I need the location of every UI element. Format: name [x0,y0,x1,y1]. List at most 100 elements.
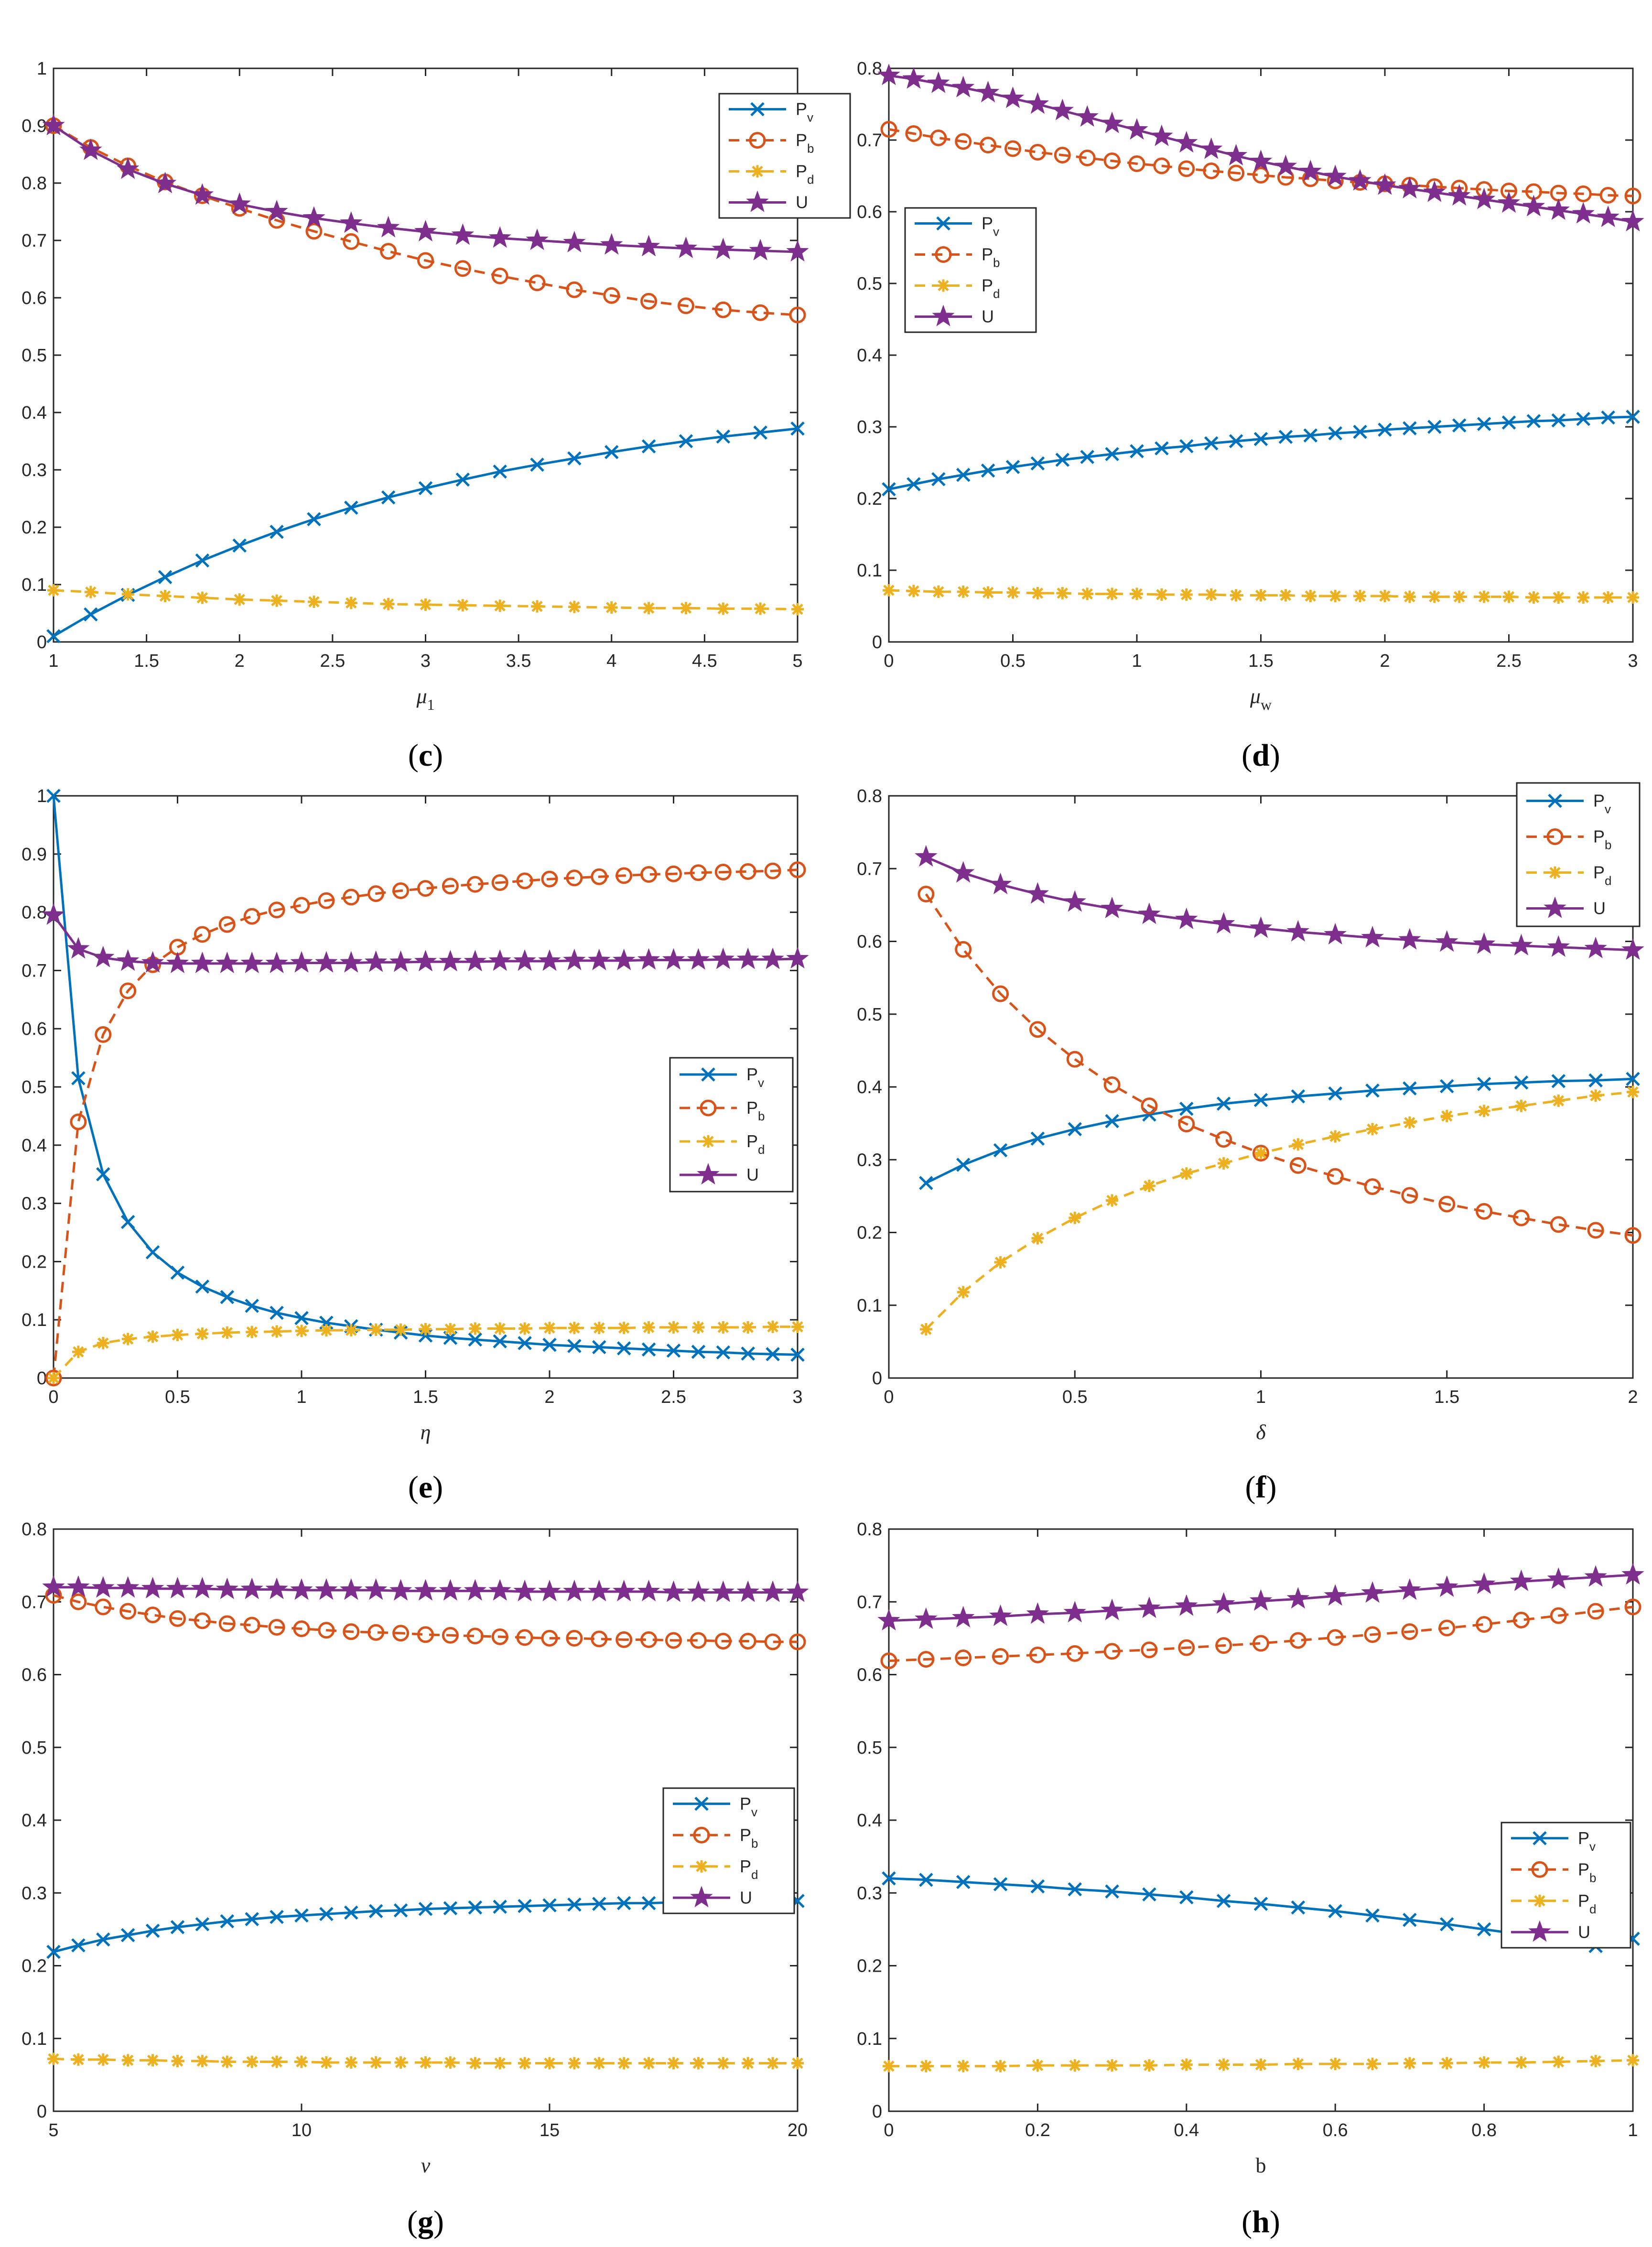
data-point-Pb [454,260,471,277]
data-point-Pd [1031,2059,1044,2072]
panel-h: (h) 0 0.2 0.4 0.6 0.8 1 0 0.1 0.2 0.3 0.4 0.5 0.6 0.7 0… [857,1520,1644,2239]
data-point-U [265,1577,288,1599]
y-tick-label: 0.1 [857,1296,882,1316]
data-point-U [1101,1598,1123,1620]
plot-area [888,1528,1634,2112]
data-point-Pv [1365,1908,1380,1923]
y-tick-label: 0.7 [857,859,882,879]
data-point-Pd [419,598,432,611]
data-point-Pv [1105,1884,1119,1899]
data-point-Pv [1328,1904,1342,1919]
legend-marker-Pv [1548,793,1562,808]
y-tick-label: 0.5 [857,274,882,294]
data-point-U [166,1576,189,1598]
legend-box [904,207,1037,333]
data-point-U [588,948,611,970]
data-point-Pd [543,1322,556,1335]
data-point-Pd [667,2057,680,2070]
data-point-Pb [144,1607,162,1624]
data-point-Pb [640,1631,658,1648]
data-point-Pv [245,1299,259,1313]
y-tick-label: 0.3 [857,1150,882,1170]
data-point-U [952,861,975,883]
y-tick-label: 0.7 [22,231,47,251]
x-tick-label: 1 [48,651,58,671]
data-point-U [1510,934,1533,955]
data-point-Pb [417,252,434,269]
data-point-U [191,951,214,973]
x-axis-label: η [421,1421,431,1444]
data-point-Pd [605,601,618,614]
data-point-Pd [1329,1130,1342,1143]
y-tick-label: 0.9 [22,116,47,136]
data-point-Pb [1141,1641,1158,1659]
data-point-U [228,192,251,214]
data-point-U [414,220,437,242]
data-point-U [340,951,363,973]
data-point-Pd [1552,1094,1565,1107]
data-point-Pv [468,1332,483,1347]
data-point-Pb [1327,1629,1344,1646]
data-point-U [1138,1596,1161,1618]
data-point-Pv [1278,430,1293,444]
data-point-U [513,949,536,971]
x-tick-label: 1 [296,1387,306,1407]
panel-g: (g) 5 10 15 20 0 0.1 0.2 0.3 0.4 0.5 0.6 0.7 0.8 ν PvPb… [22,1520,809,2239]
data-point-Pb [566,1629,583,1647]
data-point-Pv [381,490,396,505]
data-point-U [1286,920,1310,942]
data-point-Pb [1066,1051,1083,1068]
data-point-Pd [1279,589,1292,602]
data-point-Pv [1303,428,1318,443]
y-tick-label: 0.4 [857,346,882,366]
data-point-Pd [1069,1212,1081,1225]
data-point-U [637,235,660,257]
data-point-Pv [956,1875,971,1889]
data-point-Pd [1627,1086,1639,1098]
data-point-U [674,236,698,259]
data-point-U [117,157,140,179]
data-point-Pd [233,593,246,606]
data-point-Pd [1329,2058,1342,2071]
data-point-Pd [1552,591,1565,604]
data-point-Pv [1403,1912,1417,1927]
series-line-Pd [925,1091,1633,1330]
y-tick-label: 0.2 [857,489,882,509]
data-point-Pd [159,590,172,602]
data-point-Pv [220,1914,235,1929]
y-tick-label: 0.3 [22,460,47,480]
data-point-Pd [883,584,895,597]
data-point-U [1076,105,1099,127]
data-point-Pb [1178,160,1195,177]
data-point-Pb [417,880,434,897]
data-point-Pb [70,1113,87,1130]
data-point-Pd [1292,1138,1305,1151]
data-point-Pv [493,1334,507,1349]
data-point-U [1026,92,1049,114]
y-tick-label: 0.6 [22,1019,47,1039]
x-tick-label: 4 [606,651,616,671]
panel-caption: (g) [407,2204,444,2239]
data-point-Pd [369,2056,382,2069]
data-point-Pv [1328,1086,1342,1101]
data-point-Pv [1055,453,1070,467]
data-point-Pb [169,1610,186,1627]
data-point-Pb [615,1631,633,1648]
data-point-U [1572,202,1595,224]
data-point-Pv [641,1342,656,1357]
data-point-Pd [957,2060,970,2073]
data-point-Pv [530,457,544,472]
y-tick-label: 0.9 [22,845,47,865]
y-tick-label: 0.1 [857,2029,882,2049]
legend-marker-Pv [694,1796,709,1811]
data-point-Pv [307,512,321,526]
data-point-Pv [1378,423,1392,437]
data-point-U [488,949,511,971]
data-point-Pv [641,1896,656,1910]
data-point-Pd [1329,590,1342,602]
data-point-Pb [955,941,972,958]
